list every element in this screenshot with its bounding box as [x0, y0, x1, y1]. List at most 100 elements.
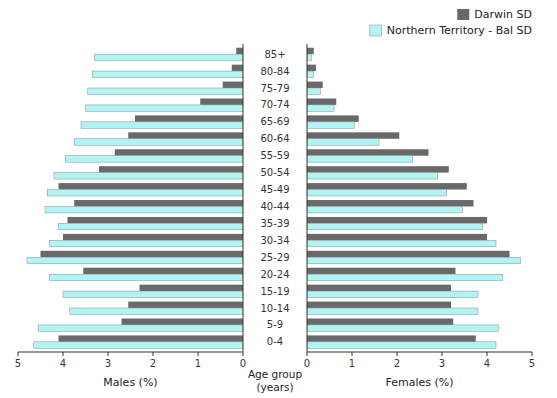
category-label: 85+ [264, 49, 285, 60]
zero-line [243, 44, 244, 352]
bar [65, 156, 243, 162]
bar [307, 251, 510, 257]
bar [307, 98, 336, 104]
bar [307, 105, 334, 111]
panel-0: 012345Males (%)0-45-910-1415-1920-2425-2… [15, 44, 303, 393]
x-tick-label: 5 [529, 358, 535, 369]
bar [307, 200, 474, 206]
legend: Darwin SD Northern Territory - Bal SD [370, 8, 532, 37]
x-axis-line [18, 352, 243, 353]
bar [307, 206, 462, 212]
bar [122, 318, 244, 324]
x-tick [307, 352, 308, 356]
bar [200, 98, 243, 104]
category-label: 5-9 [267, 319, 283, 330]
bar [307, 223, 483, 229]
bar [307, 257, 521, 263]
x-tick [397, 352, 398, 356]
bar [307, 234, 487, 240]
bar [307, 190, 447, 196]
x-tick [487, 352, 488, 356]
legend-label: Darwin SD [474, 8, 532, 21]
category-label: 15-19 [260, 286, 289, 297]
bar [307, 308, 478, 314]
bar [34, 342, 243, 348]
bar [50, 240, 244, 246]
x-tick-label: 3 [105, 358, 111, 369]
category-label: 35-39 [260, 218, 289, 229]
bar [236, 48, 243, 54]
bar [223, 82, 243, 88]
category-label: 65-69 [260, 116, 289, 127]
bar [307, 115, 359, 121]
bar [307, 82, 323, 88]
bar [95, 54, 244, 60]
bar [307, 325, 498, 331]
x-tick [243, 352, 244, 356]
x-tick-label: 2 [394, 358, 400, 369]
bar [59, 335, 244, 341]
bar [27, 257, 243, 263]
legend-swatch [457, 9, 469, 20]
x-tick [352, 352, 353, 356]
bar [63, 234, 243, 240]
x-tick [108, 352, 109, 356]
bar [74, 200, 243, 206]
bar [307, 166, 449, 172]
bars [27, 48, 243, 349]
bar [307, 291, 478, 297]
bar [92, 71, 243, 77]
category-label: 60-64 [260, 133, 289, 144]
bar [307, 302, 451, 308]
category-label: 20-24 [260, 269, 289, 280]
bar [135, 115, 243, 121]
x-tick [442, 352, 443, 356]
bar [86, 105, 244, 111]
bar [81, 122, 243, 128]
bar [50, 274, 244, 280]
bar [140, 285, 244, 291]
bar [128, 302, 243, 308]
category-label: 55-59 [260, 150, 289, 161]
legend-swatch [370, 25, 382, 36]
bar [307, 54, 312, 60]
x-tick-label: 1 [195, 358, 201, 369]
category-label: 30-34 [260, 235, 289, 246]
bar [232, 65, 243, 71]
chart: 012345Males (%)0-45-910-1415-1920-2425-2… [0, 0, 557, 398]
bar [307, 274, 503, 280]
bar [307, 88, 321, 94]
bar [83, 268, 243, 274]
category-label: 10-14 [260, 303, 289, 314]
x-tick-label: 0 [240, 358, 246, 369]
category-label: 50-54 [260, 167, 289, 178]
category-label: 40-44 [260, 201, 289, 212]
bar [307, 342, 496, 348]
x-tick [532, 352, 533, 356]
bar [307, 149, 429, 155]
bar [63, 291, 243, 297]
bar [74, 139, 243, 145]
bar [307, 71, 314, 77]
x-tick-label: 0 [304, 358, 310, 369]
bar [68, 217, 244, 223]
x-tick [198, 352, 199, 356]
category-label: 75-79 [260, 83, 289, 94]
x-axis-label: Males (%) [103, 376, 157, 389]
bar [128, 132, 243, 138]
bar [307, 318, 453, 324]
legend-label: Northern Territory - Bal SD [387, 24, 532, 37]
bar [307, 65, 316, 71]
bar [307, 285, 451, 291]
y-axis-label: Age group(years) [248, 368, 302, 393]
bar [307, 156, 413, 162]
bar [307, 217, 487, 223]
category-label: 70-74 [260, 99, 289, 110]
x-tick [63, 352, 64, 356]
x-axis-line [307, 352, 532, 353]
bar [307, 132, 399, 138]
bar [115, 149, 243, 155]
bar [59, 183, 244, 189]
x-tick [18, 352, 19, 356]
bar [307, 139, 379, 145]
